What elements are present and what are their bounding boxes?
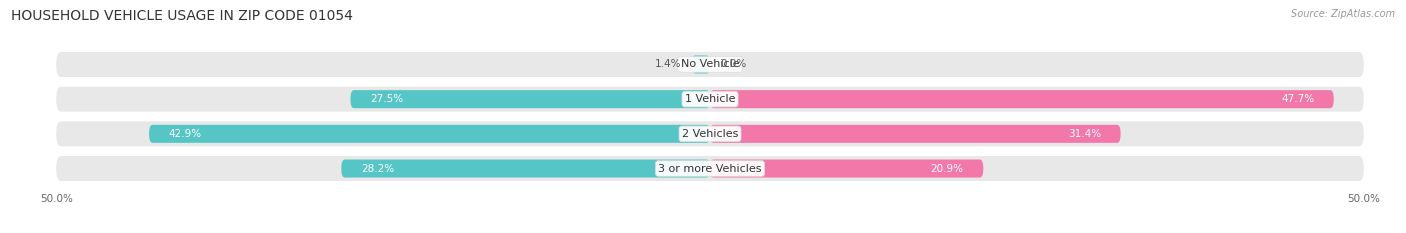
Text: 31.4%: 31.4%: [1069, 129, 1101, 139]
FancyBboxPatch shape: [692, 55, 710, 73]
FancyBboxPatch shape: [710, 125, 1121, 143]
Text: 20.9%: 20.9%: [931, 164, 963, 174]
Text: HOUSEHOLD VEHICLE USAGE IN ZIP CODE 01054: HOUSEHOLD VEHICLE USAGE IN ZIP CODE 0105…: [11, 9, 353, 23]
Text: 3 or more Vehicles: 3 or more Vehicles: [658, 164, 762, 174]
Text: 47.7%: 47.7%: [1281, 94, 1315, 104]
Text: 1.4%: 1.4%: [655, 59, 682, 69]
Text: 1 Vehicle: 1 Vehicle: [685, 94, 735, 104]
FancyBboxPatch shape: [350, 90, 710, 108]
Text: No Vehicle: No Vehicle: [681, 59, 740, 69]
FancyBboxPatch shape: [56, 52, 1364, 77]
Text: 2 Vehicles: 2 Vehicles: [682, 129, 738, 139]
Text: Source: ZipAtlas.com: Source: ZipAtlas.com: [1291, 9, 1395, 19]
Text: 28.2%: 28.2%: [361, 164, 394, 174]
FancyBboxPatch shape: [710, 160, 983, 178]
FancyBboxPatch shape: [710, 90, 1334, 108]
FancyBboxPatch shape: [56, 156, 1364, 181]
Text: 27.5%: 27.5%: [370, 94, 404, 104]
Text: 0.0%: 0.0%: [720, 59, 747, 69]
FancyBboxPatch shape: [56, 121, 1364, 146]
FancyBboxPatch shape: [56, 87, 1364, 112]
FancyBboxPatch shape: [342, 160, 710, 178]
Text: 42.9%: 42.9%: [169, 129, 202, 139]
FancyBboxPatch shape: [149, 125, 710, 143]
